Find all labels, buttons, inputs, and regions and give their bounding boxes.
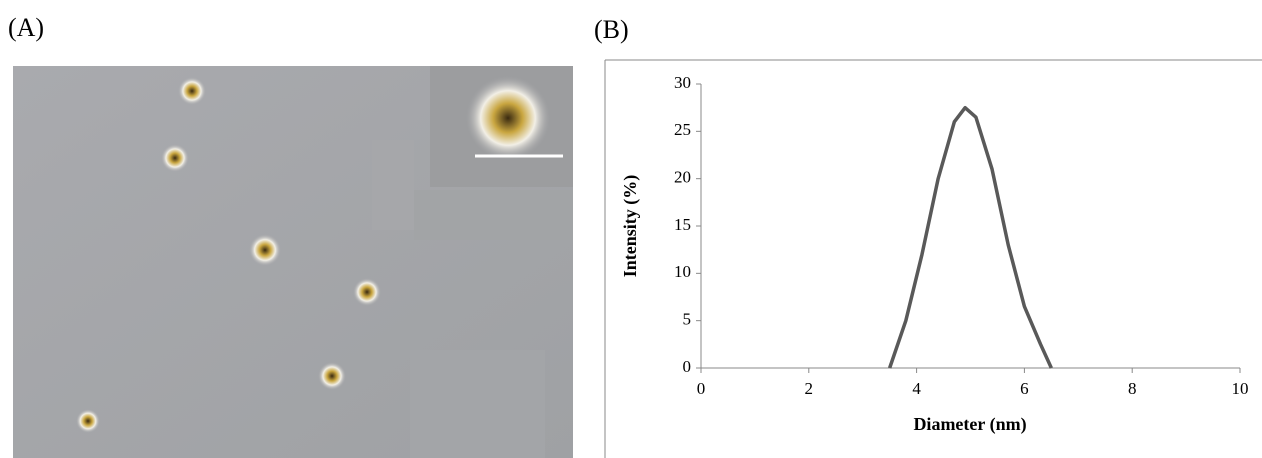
micrograph [13, 66, 573, 458]
x-axis-title: Diameter (nm) [913, 414, 1026, 435]
x-tick-label: 2 [805, 379, 814, 398]
y-tick-label: 25 [674, 120, 691, 139]
y-tick-label: 20 [674, 168, 691, 187]
y-tick-label: 30 [674, 73, 691, 92]
y-tick-label: 5 [683, 310, 692, 329]
x-tick-label: 6 [1020, 379, 1029, 398]
y-tick-label: 15 [674, 215, 691, 234]
x-tick-label: 0 [697, 379, 706, 398]
x-tick-label: 4 [912, 379, 921, 398]
y-tick-label: 0 [683, 357, 692, 376]
panel-label: (B) [594, 15, 629, 44]
plot: 0 5 10 15 20 25 30 0 2 4 6 8 10 [674, 73, 1249, 398]
x-tick-label: 10 [1232, 379, 1249, 398]
line-series [887, 105, 1053, 369]
panel-label: (A) [8, 13, 44, 42]
y-axis-title: Intensity (%) [620, 175, 641, 278]
x-tick-label: 8 [1128, 379, 1137, 398]
y-tick-label: 10 [674, 262, 691, 281]
chart-frame [604, 59, 1262, 458]
